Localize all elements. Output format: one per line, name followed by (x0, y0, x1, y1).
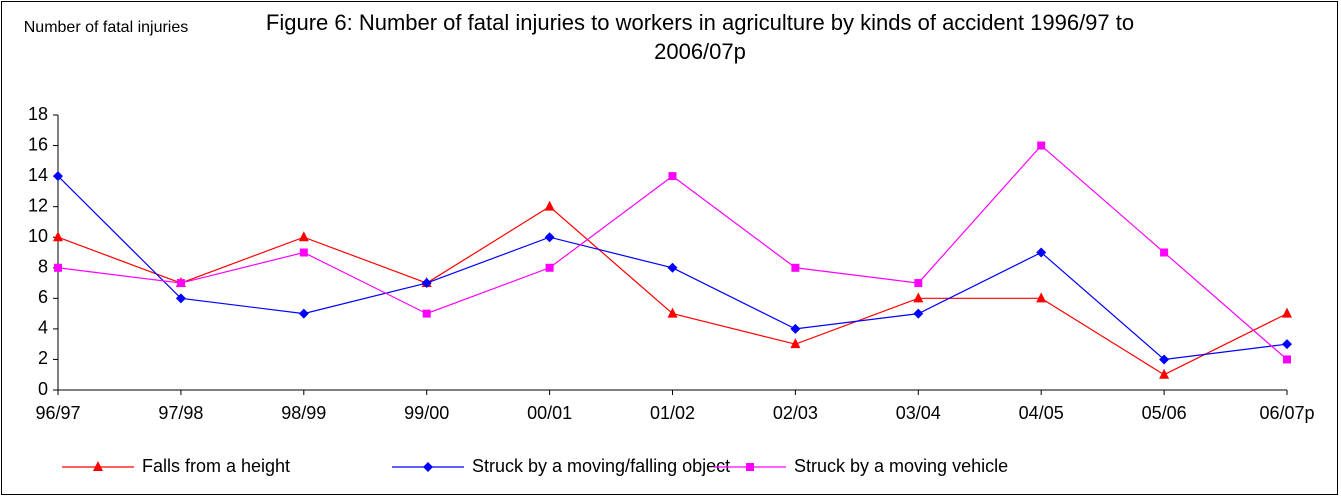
marker (1159, 368, 1170, 379)
marker (298, 308, 309, 319)
marker (790, 323, 801, 334)
marker (176, 279, 185, 288)
marker (54, 263, 62, 272)
x-tick-label: 04/05 (1019, 403, 1064, 423)
marker (1282, 339, 1292, 350)
legend-label: Falls from a height (142, 456, 290, 476)
y-tick-label: 18 (28, 104, 48, 124)
legend-label: Struck by a moving vehicle (794, 456, 1008, 476)
y-tick-label: 14 (28, 165, 48, 185)
x-tick-label: 99/00 (404, 403, 449, 423)
marker (1037, 141, 1046, 150)
y-tick-label: 16 (28, 134, 48, 154)
x-tick-label: 02/03 (773, 403, 818, 423)
marker (423, 462, 433, 472)
marker (53, 171, 63, 182)
x-tick-label: 97/98 (158, 403, 203, 423)
chart-title: Figure 6: Number of fatal injuries to wo… (265, 10, 1135, 64)
x-tick-label: 05/06 (1142, 403, 1187, 423)
marker (299, 248, 308, 257)
marker (790, 338, 801, 349)
y-tick-label: 8 (38, 257, 48, 277)
y-tick-label: 0 (38, 379, 48, 399)
marker (1036, 247, 1047, 258)
series-line (57, 205, 1288, 376)
y-tick-label: 4 (38, 318, 48, 338)
marker (421, 278, 432, 289)
marker (544, 232, 555, 243)
y-tick-label: 2 (38, 348, 48, 368)
marker (544, 200, 555, 211)
marker (667, 262, 678, 273)
marker (667, 307, 678, 318)
marker (913, 292, 924, 303)
y-tick-label: 6 (38, 287, 48, 307)
x-tick-label: 01/02 (650, 403, 695, 423)
y-tick-label: 12 (28, 195, 48, 215)
marker (914, 279, 923, 288)
marker (791, 263, 800, 272)
marker (1282, 307, 1292, 318)
marker (1036, 292, 1047, 303)
marker (1283, 355, 1291, 364)
x-tick-label: 06/07p (1259, 403, 1314, 423)
x-tick-label: 03/04 (896, 403, 941, 423)
marker (668, 172, 677, 181)
x-tick-label: 98/99 (281, 403, 326, 423)
x-tick-label: 96/97 (35, 403, 80, 423)
marker (1160, 248, 1169, 257)
marker (53, 231, 63, 242)
legend-label: Struck by a moving/falling object (472, 456, 730, 476)
marker (175, 293, 186, 304)
y-axis-label: Number of fatal injuries (23, 19, 189, 36)
marker (422, 309, 431, 318)
marker (298, 231, 309, 242)
marker (1159, 354, 1170, 365)
marker (545, 263, 554, 272)
marker (913, 308, 924, 319)
marker (93, 461, 103, 471)
marker (746, 463, 754, 471)
y-tick-label: 10 (28, 226, 48, 246)
x-tick-label: 00/01 (527, 403, 572, 423)
